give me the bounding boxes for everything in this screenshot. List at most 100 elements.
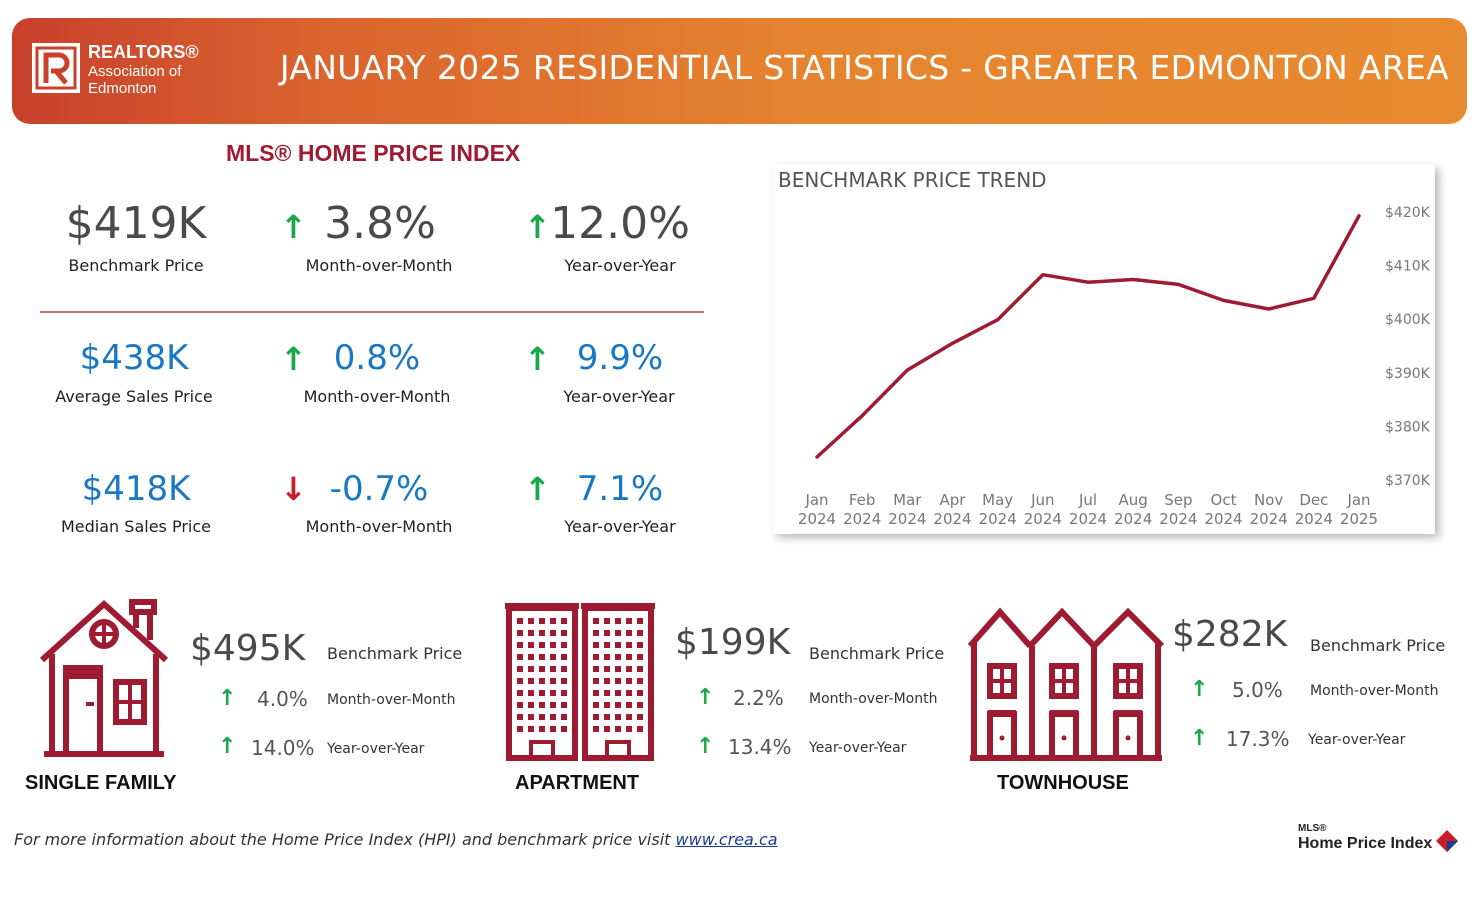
y-tick-label: $420K: [1385, 205, 1431, 221]
benchmark-yoy-label: Year-over-Year: [564, 256, 676, 275]
townhouse-mom-value: 5.0%: [1232, 678, 1283, 702]
average-price-label: Average Sales Price: [55, 387, 213, 406]
median-price-label: Median Sales Price: [61, 517, 211, 536]
realtors-logo-icon: [32, 43, 80, 93]
median-yoy-label: Year-over-Year: [564, 517, 676, 536]
x-tick-label: 2024: [1024, 510, 1062, 528]
x-tick-label: Jan: [1346, 491, 1370, 509]
x-tick-label: Jan: [804, 491, 828, 509]
apartment-price: $199K: [675, 622, 791, 663]
data-point: [1267, 307, 1271, 311]
header-banner: REALTORS® Association of Edmonton JANUAR…: [12, 18, 1467, 124]
apartment-mom-value: 2.2%: [733, 686, 784, 710]
townhouse-title: TOWNHOUSE: [997, 772, 1129, 794]
single-family-price: $495K: [190, 628, 306, 669]
benchmark-mom-value: 3.8%: [324, 198, 436, 249]
chart-plot: $370K$380K$390K$400K$410K$420KJan2024Feb…: [798, 205, 1431, 528]
apartment-yoy-value: 13.4%: [728, 735, 792, 759]
up-arrow-icon: ↑: [280, 340, 307, 378]
footer-note: For more information about the Home Pric…: [14, 830, 778, 849]
logo-line-2: Association of: [88, 63, 182, 80]
x-tick-label: Apr: [940, 491, 967, 509]
hpi-logo-text: Home Price Index: [1298, 835, 1433, 852]
townhouse-price: $282K: [1172, 614, 1288, 655]
single-family-mom-label: Month-over-Month: [327, 692, 456, 708]
median-mom-value: -0.7%: [329, 469, 429, 509]
data-point: [1176, 282, 1180, 286]
townhouse-yoy-label: Year-over-Year: [1308, 732, 1406, 748]
x-tick-label: May: [982, 491, 1013, 509]
townhouse-yoy-value: 17.3%: [1226, 727, 1290, 751]
x-tick-label: Jul: [1078, 491, 1097, 509]
benchmark-trend-chart: BENCHMARK PRICE TREND $370K $380K $390K $40…: [773, 164, 1435, 534]
x-tick-label: 2024: [979, 510, 1017, 528]
up-arrow-icon: ↑: [524, 208, 551, 246]
data-point: [1357, 214, 1361, 218]
apartment-yoy-label: Year-over-Year: [809, 740, 907, 756]
up-arrow-icon: ↑: [280, 208, 307, 246]
y-tick-label: $390K: [1385, 366, 1431, 382]
apartment-price-label: Benchmark Price: [809, 644, 945, 663]
up-arrow-icon: ↑: [218, 686, 237, 711]
x-tick-label: 2025: [1340, 510, 1378, 528]
x-tick-label: 2024: [798, 510, 836, 528]
x-tick-label: Jun: [1030, 491, 1054, 509]
data-point: [905, 368, 909, 372]
hpi-section-title: MLS® HOME PRICE INDEX: [226, 140, 521, 166]
footer-note-text: For more information about the Home Pric…: [14, 830, 676, 849]
up-arrow-icon: ↑: [1190, 726, 1209, 751]
x-tick-label: 2024: [1250, 510, 1288, 528]
up-arrow-icon: ↑: [1190, 677, 1209, 702]
data-point: [1041, 273, 1045, 277]
y-tick-label: $410K: [1385, 259, 1431, 275]
x-tick-label: Aug: [1119, 491, 1148, 509]
x-tick-label: 2024: [888, 510, 926, 528]
y-tick-label: $380K: [1385, 419, 1431, 435]
data-point: [1222, 298, 1225, 302]
x-tick-label: 2024: [1069, 510, 1107, 528]
single-family-yoy-label: Year-over-Year: [327, 741, 425, 757]
hpi-logo-small-text: MLS®: [1298, 823, 1327, 834]
data-point: [860, 414, 864, 418]
x-tick-label: Dec: [1299, 491, 1328, 509]
apartment-icon: [505, 602, 655, 762]
data-point: [1312, 296, 1316, 300]
x-tick-label: Feb: [849, 491, 876, 509]
benchmark-yoy-value: 12.0%: [550, 198, 690, 249]
data-point: [1131, 278, 1135, 282]
data-point: [951, 341, 954, 345]
median-mom-label: Month-over-Month: [305, 517, 453, 536]
x-tick-label: Mar: [893, 491, 922, 509]
median-price-value: $418K: [81, 469, 191, 509]
x-tick-label: Oct: [1211, 491, 1237, 509]
apartment-title: APARTMENT: [515, 772, 640, 794]
average-price-value: $438K: [79, 338, 189, 378]
house-icon: [38, 598, 170, 758]
hpi-logo-icon: [1436, 830, 1458, 854]
page-title: JANUARY 2025 RESIDENTIAL STATISTICS - GR…: [279, 48, 1449, 87]
up-arrow-icon: ↑: [524, 470, 551, 508]
townhouse-mom-label: Month-over-Month: [1310, 683, 1439, 699]
data-point: [1086, 280, 1090, 284]
x-tick-label: 2024: [933, 510, 971, 528]
townhouse-price-label: Benchmark Price: [1310, 636, 1446, 655]
benchmark-mom-label: Month-over-Month: [305, 256, 453, 275]
single-family-mom-value: 4.0%: [257, 687, 308, 711]
up-arrow-icon: ↑: [524, 340, 551, 378]
x-tick-label: 2024: [1204, 510, 1242, 528]
benchmark-price-label: Benchmark Price: [68, 256, 204, 275]
data-point: [996, 318, 1000, 322]
up-arrow-icon: ↑: [696, 685, 715, 710]
x-tick-label: 2024: [1114, 510, 1152, 528]
logo-line-1: REALTORS®: [88, 42, 199, 62]
single-family-yoy-value: 14.0%: [251, 736, 315, 760]
average-mom-value: 0.8%: [333, 338, 421, 378]
townhouse-icon: [966, 606, 1166, 762]
down-arrow-icon: ↓: [280, 470, 307, 508]
y-tick-label: $400K: [1385, 312, 1431, 328]
x-tick-label: 2024: [1159, 510, 1197, 528]
data-point: [815, 455, 819, 459]
x-tick-label: 2024: [843, 510, 881, 528]
crea-link[interactable]: www.crea.ca: [675, 830, 778, 849]
x-tick-label: Nov: [1254, 491, 1283, 509]
